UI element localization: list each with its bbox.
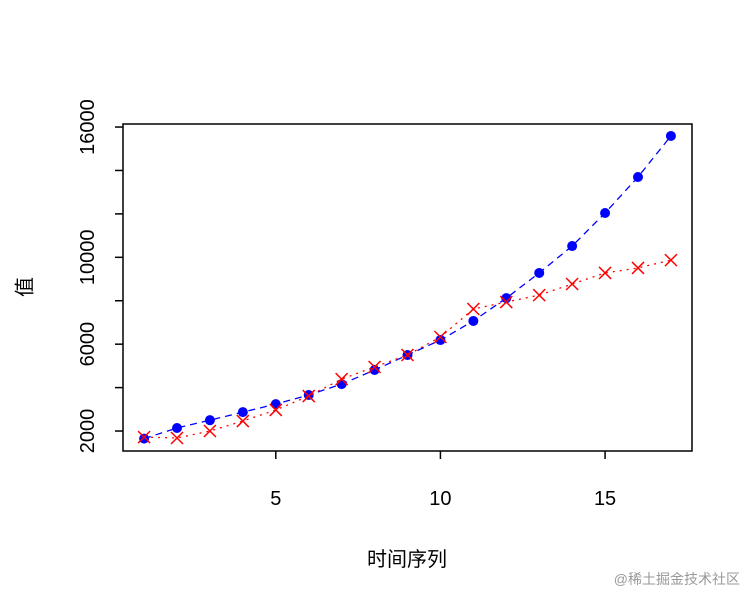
- point: [499, 295, 513, 309]
- point: [203, 424, 217, 438]
- point: [368, 360, 382, 374]
- point: [302, 389, 316, 403]
- plot-frame: [122, 123, 693, 452]
- point: [270, 399, 281, 410]
- point: [137, 430, 151, 444]
- point: [269, 403, 283, 417]
- point: [172, 422, 183, 433]
- watermark: @稀土掘金技术社区: [614, 571, 740, 587]
- point: [632, 171, 643, 182]
- y-axis-label: 值: [13, 277, 36, 297]
- point: [664, 253, 678, 267]
- point: [236, 414, 250, 428]
- y-tick-label: 16000: [77, 99, 99, 155]
- point: [204, 415, 215, 426]
- point: [565, 277, 579, 291]
- point: [335, 372, 349, 386]
- point: [170, 431, 184, 445]
- point: [468, 315, 479, 326]
- point: [466, 302, 480, 316]
- x-tick-label: 10: [429, 488, 451, 510]
- y-tick-label: 6000: [77, 322, 99, 367]
- point: [534, 267, 545, 278]
- x-tick-label: 5: [270, 488, 281, 510]
- y-tick-label: 2000: [77, 409, 99, 454]
- x-tick-label: 15: [594, 488, 616, 510]
- point: [567, 241, 578, 252]
- point: [532, 288, 546, 302]
- point: [600, 208, 611, 219]
- y-tick-label: 10000: [77, 230, 99, 286]
- point: [631, 261, 645, 275]
- point: [598, 266, 612, 280]
- point: [435, 335, 446, 346]
- series-line: [143, 135, 672, 440]
- point: [433, 330, 447, 344]
- point: [400, 348, 415, 362]
- point: [501, 293, 512, 304]
- point: [139, 433, 150, 444]
- series-line: [144, 259, 672, 439]
- x-axis-label: 时间序列: [367, 548, 447, 571]
- point: [369, 365, 380, 376]
- point: [237, 407, 248, 418]
- point: [665, 130, 676, 141]
